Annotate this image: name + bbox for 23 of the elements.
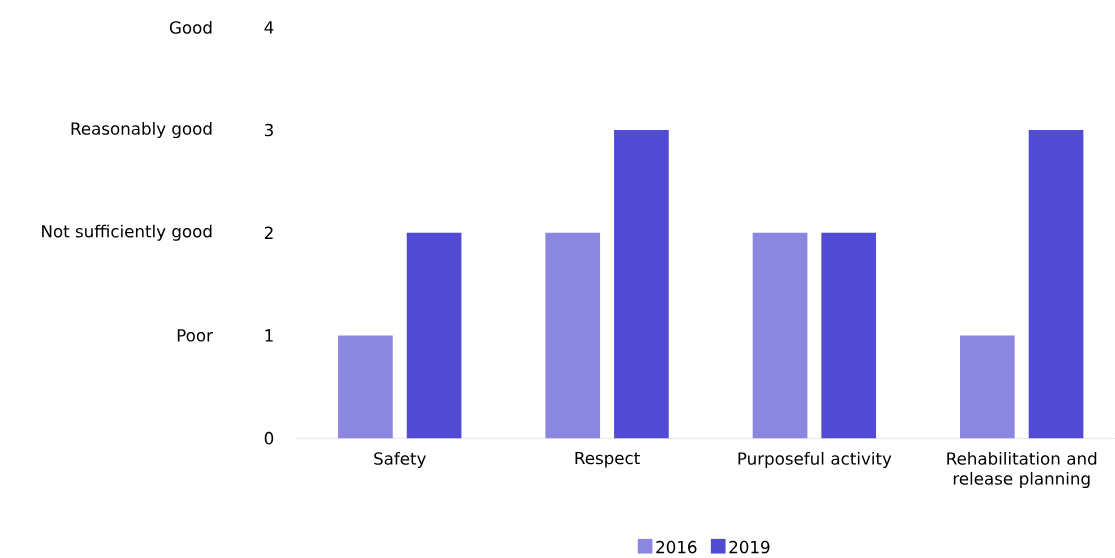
text: Good [169, 20, 212, 34]
bar [821, 232, 877, 439]
text: Poor [177, 329, 213, 342]
x-tick-label: Rehabilitation and release planning [947, 451, 1097, 489]
bar [1028, 129, 1084, 439]
y-tick-label: 3 [264, 123, 273, 137]
y-tick-label: 0 [264, 431, 274, 445]
bar [545, 232, 601, 439]
y-tick-label: 2 [264, 226, 273, 239]
x-tick-label: Respect [575, 451, 640, 468]
legend-label: 2016 [656, 540, 697, 554]
text: Not sufficiently good [42, 224, 212, 241]
x-tick-label: Safety [374, 451, 426, 469]
bar [614, 129, 669, 439]
bar [406, 232, 462, 439]
x-tick-label: Purposeful activity [738, 451, 892, 469]
y-tick-label: 1 [265, 329, 273, 342]
bar [752, 232, 808, 439]
bar [960, 335, 1015, 439]
text: Reasonably good [71, 121, 212, 139]
y-tick-label: 4 [264, 21, 274, 34]
legend-label: 2019 [729, 540, 770, 554]
bar [338, 335, 393, 439]
